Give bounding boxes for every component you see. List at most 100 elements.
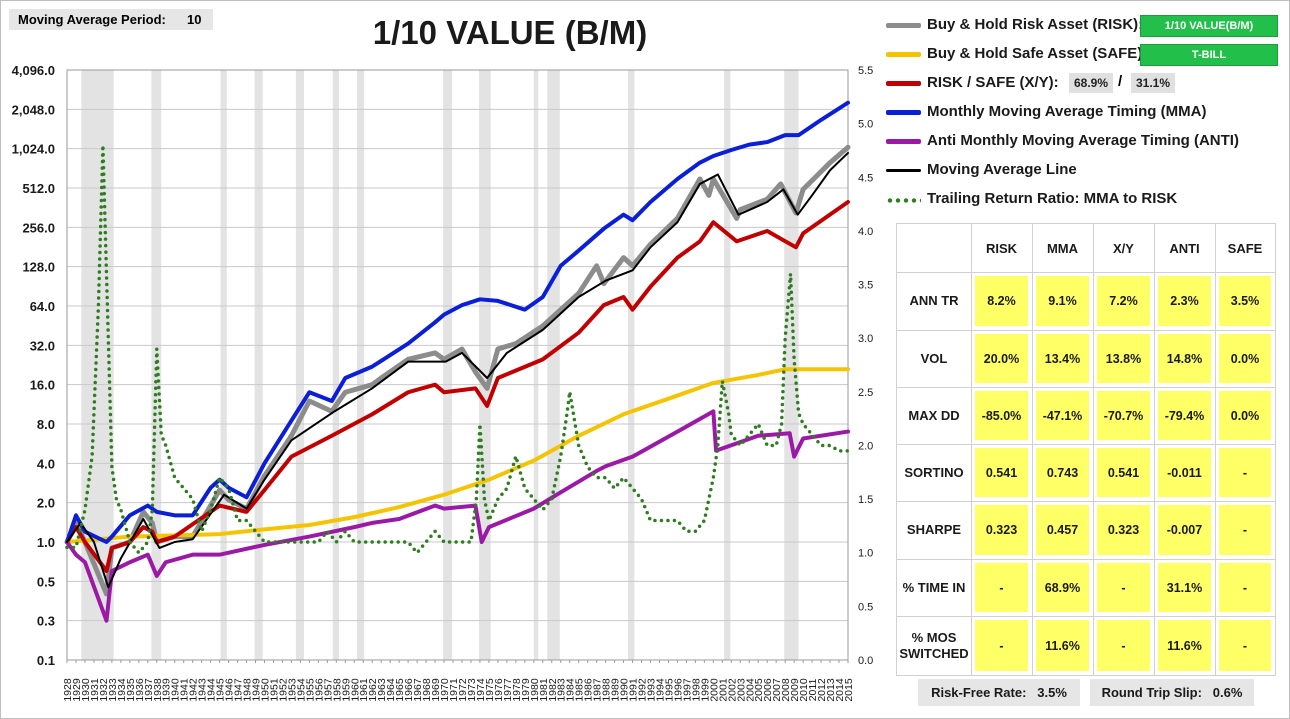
legend-swatch-risk [886,23,921,28]
x-tick-label: 1935 [125,678,137,702]
y-left-tick-label: 4.0 [37,456,55,471]
table-cell: 3.5% [1219,276,1271,326]
x-tick-label: 1956 [313,678,325,702]
table-cell: 2.3% [1158,276,1211,326]
table-cell: 14.8% [1158,334,1211,383]
y-right-tick-label: 2.5 [858,387,873,399]
table-col-divider [1154,224,1155,675]
legend-swatch-anti [886,139,921,144]
y-right-tick-label: 0.5 [858,601,873,613]
x-tick-label: 2006 [762,678,774,702]
x-tick-label: 1981 [538,678,550,702]
table-cell: 68.9% [1036,563,1089,612]
xy-safe-percent[interactable]: 31.1% [1131,73,1175,93]
x-tick-label: 1999 [699,678,711,702]
table-cell: - [1097,563,1150,612]
table-cell: 0.457 [1036,505,1089,555]
table-row-divider [897,616,1275,617]
legend-label-xy: RISK / SAFE (X/Y): [927,74,1059,91]
x-tick-label: 1962 [367,678,379,702]
x-tick-label: 1967 [412,678,424,702]
x-tick-label: 1948 [242,678,254,702]
table-cell: 0.541 [1097,448,1150,497]
xy-risk-percent[interactable]: 68.9% [1069,73,1113,93]
x-tick-label: 1961 [358,678,370,702]
table-cell: -85.0% [975,391,1028,440]
y-left-tick-label: 32.0 [30,338,55,353]
table-cell: 31.1% [1158,563,1211,612]
x-tick-label: 1959 [340,678,352,702]
table-row-divider [897,501,1275,502]
y-right-tick-label: 4.5 [858,172,873,184]
legend-label-safe: Buy & Hold Safe Asset (SAFE): [927,45,1148,62]
recession-band [547,70,560,660]
table-col-divider [1032,224,1033,675]
x-tick-label: 1976 [493,678,505,702]
x-tick-label: 2013 [825,678,837,702]
x-tick-label: 1998 [690,678,702,702]
y-right-tick-label: 5.5 [858,65,873,77]
x-tick-label: 1942 [188,678,200,702]
safe-asset-selector[interactable]: T-BILL [1140,44,1278,66]
x-tick-label: 1930 [80,678,92,702]
round-trip-slip-label: Round Trip Slip: [1101,685,1202,700]
recession-band [479,70,491,660]
legend-label-ratio: Trailing Return Ratio: MMA to RISK [927,190,1178,207]
x-tick-label: 1997 [681,678,693,702]
x-tick-label: 1932 [98,678,110,702]
x-tick-label: 1985 [574,678,586,702]
row-label: ANN TR [909,293,959,308]
series-buy-hold-risk-asset-risk [64,144,851,597]
chart-title: 1/10 VALUE (B/M) [372,14,648,51]
table-cell: -47.1% [1036,391,1089,440]
row-label: % TIME IN [902,579,966,595]
legend-swatch-ratio [886,198,921,203]
recession-band [443,70,453,660]
column-header: ANTI [1169,240,1200,256]
recession-band [356,70,365,660]
x-tick-label: 2000 [708,678,720,702]
x-tick-label: 1960 [349,678,361,702]
moving-average-period-value: 10 [187,12,202,27]
series-buy-hold-safe-asset-safe [65,367,850,544]
table-col-divider [1093,224,1094,675]
x-tick-label: 1992 [637,678,649,702]
y-left-tick-label: 2.0 [37,496,55,511]
table-cell: -79.4% [1158,391,1211,440]
x-tick-label: 1950 [259,678,271,702]
table-cell: - [1219,505,1271,555]
table-row-divider [897,559,1275,560]
table-cell: 0.323 [1097,505,1150,555]
x-tick-label: 1988 [601,678,613,702]
moving-average-period-label: Moving Average Period: [18,12,166,27]
series-trailing-return-ratio-mma-to-risk [65,145,850,556]
x-tick-label: 2009 [789,678,801,702]
x-tick-label: 1965 [394,678,406,702]
y-left-tick-label: 16.0 [30,378,55,393]
y-right-tick-label: 3.5 [858,280,873,292]
legend-swatch-ma-line [886,169,921,172]
x-tick-label: 2003 [735,678,747,702]
x-tick-label: 1958 [331,678,343,702]
recession-band [254,70,263,660]
y-left-tick-label: 8.0 [37,417,55,432]
series-risk-safe-x-y [65,200,850,573]
x-tick-label: 1995 [663,678,675,702]
table-cell: -0.007 [1158,505,1211,555]
x-tick-label: 2010 [798,678,810,702]
table-cell: 0.323 [975,505,1028,555]
x-tick-label: 2008 [780,678,792,702]
y-right-tick-label: 4.0 [858,226,873,238]
x-tick-label: 2015 [843,678,855,702]
table-cell: 13.4% [1036,334,1089,383]
x-tick-label: 1968 [421,678,433,702]
row-label: SORTINO [904,464,964,480]
risk-asset-selector[interactable]: 1/10 VALUE(B/M) [1140,15,1278,37]
x-tick-label: 1989 [610,678,622,702]
legend-label-ma-line: Moving Average Line [927,161,1077,178]
x-tick-label: 1947 [233,678,245,702]
x-tick-label: 1939 [161,678,173,702]
x-tick-label: 1991 [628,678,640,702]
recession-band [220,70,227,660]
table-row-divider [897,330,1275,331]
